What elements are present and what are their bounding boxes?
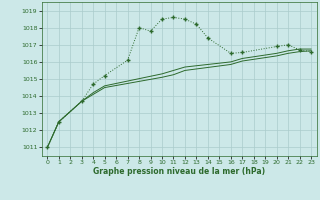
X-axis label: Graphe pression niveau de la mer (hPa): Graphe pression niveau de la mer (hPa) [93,167,265,176]
